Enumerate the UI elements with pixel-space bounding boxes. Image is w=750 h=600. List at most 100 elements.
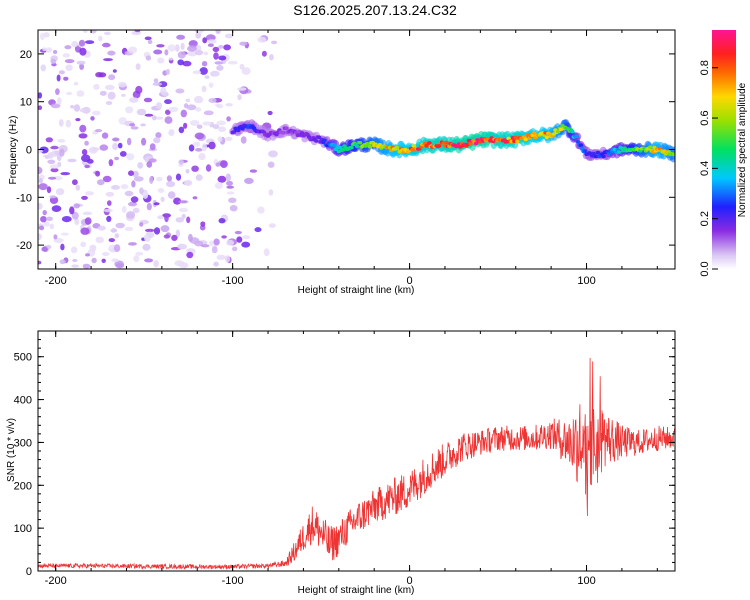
spectrogram-ridge-core — [236, 128, 241, 133]
spectrogram-cell — [43, 32, 50, 38]
spectrogram-cell — [55, 88, 60, 95]
spectrogram-cell — [226, 185, 234, 189]
spectrogram-cell — [155, 102, 163, 109]
spectrogram-cell — [184, 179, 193, 187]
x-tick-label: -100 — [222, 275, 244, 287]
spectrogram-cell — [224, 255, 231, 263]
spectrogram-cell — [128, 201, 137, 207]
spectrogram-cell — [95, 170, 101, 177]
spectrogram-cell — [108, 238, 116, 243]
spectrogram-cell — [180, 109, 187, 118]
spectrogram-ridge-core — [580, 146, 585, 151]
spectrogram-cell — [153, 260, 159, 268]
spectrogram-cell — [201, 85, 207, 93]
spectrogram-cell — [136, 108, 147, 116]
spectrogram-cell — [74, 218, 80, 226]
spectrogram-cell — [199, 67, 208, 75]
spectrogram-cell — [38, 203, 43, 210]
spectrogram-cell — [209, 240, 214, 246]
spectrogram-cell — [130, 126, 139, 130]
spectrogram-cell — [257, 206, 265, 214]
spectrogram-cell — [66, 91, 73, 96]
spectrogram-cell — [183, 122, 188, 129]
spectrogram-cell — [140, 123, 146, 127]
spectrogram-cell — [174, 260, 185, 267]
colorbar-tick-label: 0.0 — [699, 261, 711, 276]
spectrogram-cell — [194, 240, 204, 247]
spectrogram-cell — [228, 60, 238, 65]
spectrogram-cell — [52, 176, 63, 181]
spectrogram-ridge-core — [515, 139, 520, 144]
spectrogram-ridge-core — [322, 138, 327, 143]
spectrogram-ridge-core — [284, 126, 289, 131]
spectrogram-cell — [160, 225, 170, 233]
spectrogram-cell — [144, 228, 155, 233]
spectrogram-cell — [156, 176, 163, 182]
spectrogram-cell — [185, 98, 191, 103]
colorbar-gradient — [712, 30, 736, 269]
spectrogram-cell — [254, 227, 262, 233]
spectrogram-cell — [83, 30, 88, 34]
x-tick-label: -200 — [45, 275, 67, 287]
spectrogram-cell — [120, 184, 129, 190]
spectrogram-cell — [211, 246, 218, 254]
spectrogram-cell — [126, 153, 135, 161]
spectrogram-ridge-core — [240, 126, 245, 131]
spectrogram-cell — [50, 103, 61, 109]
spectrogram-x-ticks: -200 -100 0 100 — [45, 30, 658, 287]
spectrogram-cell — [129, 97, 139, 103]
spectrogram-cell — [38, 92, 43, 99]
spectrogram-cell — [178, 159, 184, 165]
spectrogram-cell — [156, 44, 165, 48]
spectrogram-cell — [40, 64, 47, 72]
spectrogram-cell — [98, 35, 103, 42]
spectrogram-cell — [157, 215, 164, 220]
y-tick-label: -10 — [16, 192, 32, 204]
spectrogram-cell — [93, 83, 100, 90]
spectrogram-ridge-core — [672, 152, 675, 157]
spectrogram-cell — [212, 124, 220, 130]
spectrogram-cell — [64, 59, 75, 64]
spectrogram-cell — [195, 107, 202, 112]
spectrogram-ridge-core — [411, 144, 416, 148]
spectrogram-cell — [157, 57, 165, 64]
spectrogram-cell — [224, 33, 234, 39]
spectrogram-cell — [127, 137, 132, 146]
spectrogram-cell — [81, 154, 91, 162]
spectrogram-cell — [185, 169, 190, 174]
spectrogram-cell — [84, 140, 89, 146]
spectrogram-ridge-core — [338, 145, 343, 150]
spectrogram-cell — [95, 72, 103, 78]
spectrogram-cell — [58, 119, 64, 127]
spectrogram-cell — [166, 181, 176, 188]
colorbar-tick-label: 0.4 — [699, 161, 711, 176]
spectrogram-cell — [192, 70, 202, 75]
spectrogram-cell — [167, 191, 176, 199]
spectrogram-cell — [164, 116, 173, 124]
spectrogram-ridge-core — [349, 145, 354, 150]
spectrogram-cell — [71, 211, 79, 220]
spectrogram-cell — [135, 63, 141, 70]
spectrogram-cell — [95, 236, 104, 244]
spectrogram-cell — [70, 104, 75, 109]
spectrogram-x-axis-title: Height of straight line (km) — [298, 285, 415, 296]
spectrogram-cell — [115, 263, 125, 269]
spectrogram-cell — [226, 239, 235, 246]
spectrogram-ridge-core — [355, 144, 360, 149]
spectrogram-cell — [111, 258, 119, 263]
spectrogram-cell — [240, 136, 247, 144]
snr-x-ticks: -200 -100 0 100 — [45, 331, 658, 587]
spectrogram-cell — [216, 254, 226, 260]
spectrogram-ridge-core — [506, 136, 511, 141]
spectrogram-ridge-core — [574, 134, 579, 139]
spectrogram-cell — [269, 54, 274, 61]
spectrogram-ridge-core — [648, 145, 653, 149]
spectrogram-cell — [195, 50, 204, 56]
spectrogram-ridge-core — [427, 141, 432, 145]
spectrogram-cell — [163, 234, 170, 239]
spectrogram-cell — [63, 76, 69, 81]
spectrogram-ridge-core — [357, 140, 363, 145]
spectrogram-cell — [42, 47, 47, 51]
spectrogram-cell — [181, 213, 186, 219]
